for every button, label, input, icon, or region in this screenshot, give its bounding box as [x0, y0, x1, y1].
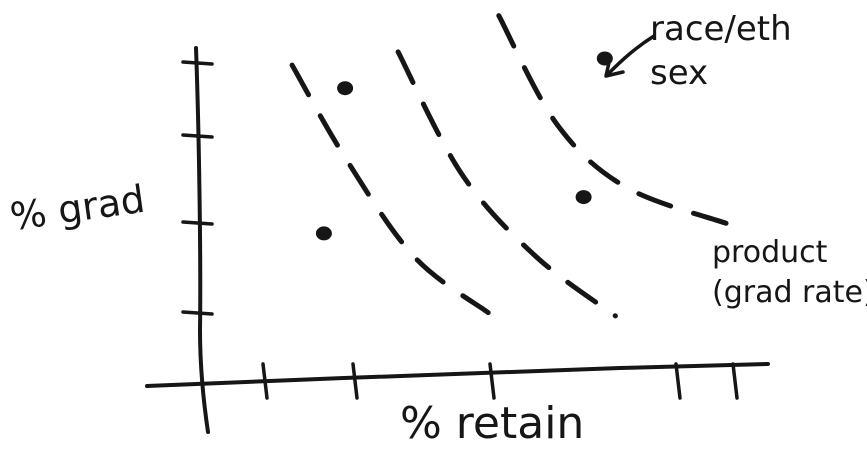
data-point — [315, 226, 332, 241]
data-point — [575, 190, 592, 205]
y-ticks — [181, 60, 214, 316]
x-tick — [261, 362, 269, 400]
annotation-arrowhead — [604, 56, 625, 78]
data-point — [337, 81, 354, 96]
y-tick — [181, 220, 214, 226]
x-axis-label: % retain — [400, 398, 584, 449]
curve-annotation: product (grad rate) — [712, 235, 867, 310]
dashed-curve-2 — [395, 49, 618, 319]
legend-point-annotation: race/eth sex — [650, 9, 792, 93]
curves — [289, 13, 730, 319]
y-tick — [181, 60, 214, 66]
x-tick — [731, 362, 739, 400]
x-ticks — [261, 362, 739, 400]
y-tick — [181, 133, 214, 139]
annotation-arrow — [606, 34, 656, 76]
dashed-curve-1 — [289, 62, 491, 316]
x-tick — [488, 362, 496, 400]
data-points — [315, 51, 613, 241]
y-axis — [194, 46, 210, 434]
y-tick — [181, 310, 214, 316]
x-tick — [351, 362, 359, 400]
x-tick — [674, 362, 682, 400]
y-axis-label: % grad — [7, 177, 147, 239]
